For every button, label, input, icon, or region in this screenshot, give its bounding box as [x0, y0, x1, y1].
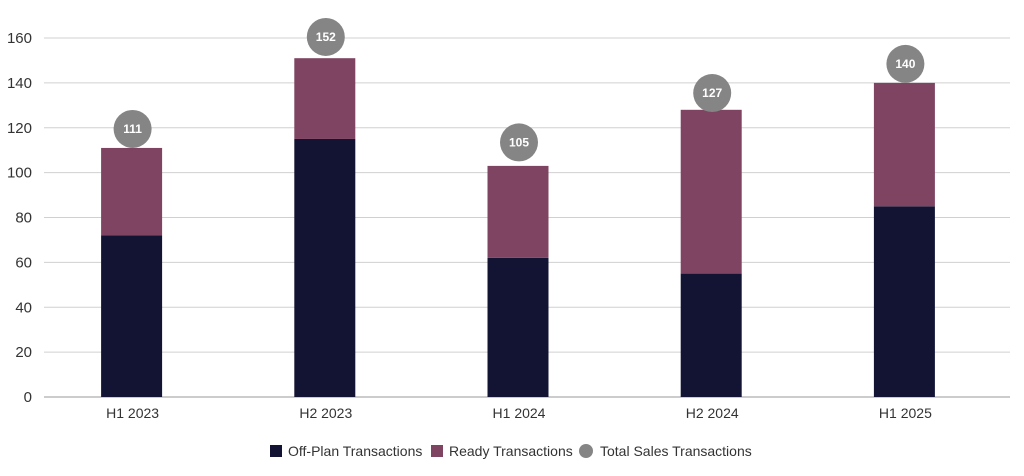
- legend-label: Total Sales Transactions: [600, 443, 752, 459]
- bar-segment-off-plan: [873, 206, 935, 397]
- y-tick-label: 120: [7, 120, 32, 137]
- legend-label: Off-Plan Transactions: [288, 443, 422, 459]
- x-category-label: H2 2024: [686, 405, 739, 421]
- legend: Off-Plan Transactions Ready Transactions T…: [270, 443, 752, 459]
- total-bubble: [113, 109, 152, 148]
- total-bubble: [500, 123, 538, 162]
- x-category-label: H1 2025: [879, 405, 932, 421]
- bar-segment-ready: [487, 165, 549, 258]
- legend-item-total: Total Sales Transactions: [579, 443, 752, 459]
- bar-segment-off-plan: [101, 235, 163, 397]
- bar-segment-off-plan: [680, 273, 742, 397]
- bar-segment-ready: [680, 109, 742, 274]
- y-tick-label: 60: [15, 254, 32, 271]
- total-data-label: 105: [509, 135, 529, 149]
- total-data-label: 111: [123, 122, 142, 136]
- y-tick-label: 40: [15, 299, 32, 316]
- bar-segment-off-plan: [294, 138, 356, 397]
- total-bubbles: 111 152 105 127 140: [113, 17, 925, 162]
- total-data-label: 127: [702, 86, 722, 100]
- total-data-label: 140: [895, 57, 915, 71]
- x-category-label: H1 2023: [106, 405, 159, 421]
- total-bubble: [306, 17, 345, 56]
- bar-segment-off-plan: [487, 257, 549, 397]
- legend-swatch: [270, 445, 282, 457]
- total-data-label: 152: [316, 30, 336, 44]
- bars: [101, 58, 935, 397]
- legend-item-ready: Ready Transactions: [431, 443, 573, 459]
- x-category-label: H1 2024: [493, 405, 546, 421]
- legend-swatch: [431, 445, 443, 457]
- y-tick-label: 80: [15, 210, 32, 227]
- y-tick-label: 20: [15, 344, 32, 361]
- total-bubble: [693, 74, 732, 113]
- legend-item-off-plan: Off-Plan Transactions: [270, 443, 422, 459]
- y-tick-label: 100: [7, 165, 32, 182]
- bar-segment-ready: [294, 58, 356, 139]
- legend-label: Ready Transactions: [449, 443, 573, 459]
- bar-segment-ready: [101, 147, 163, 236]
- x-axis-category-labels: H1 2023 H2 2023 H1 2024 H2 2024 H1 2025: [106, 405, 932, 421]
- bar-segment-ready: [873, 82, 935, 207]
- legend-swatch: [579, 444, 593, 458]
- y-tick-label: 0: [24, 389, 32, 406]
- x-category-label: H2 2023: [299, 405, 352, 421]
- y-axis-tick-labels: 0 20 40 60 80 100 120 140 160: [7, 30, 32, 406]
- y-tick-label: 160: [7, 30, 32, 47]
- y-tick-label: 140: [7, 75, 32, 92]
- total-bubble: [886, 44, 925, 83]
